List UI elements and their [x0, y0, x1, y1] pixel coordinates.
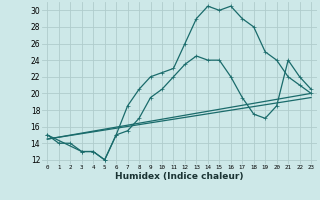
X-axis label: Humidex (Indice chaleur): Humidex (Indice chaleur): [115, 172, 244, 181]
